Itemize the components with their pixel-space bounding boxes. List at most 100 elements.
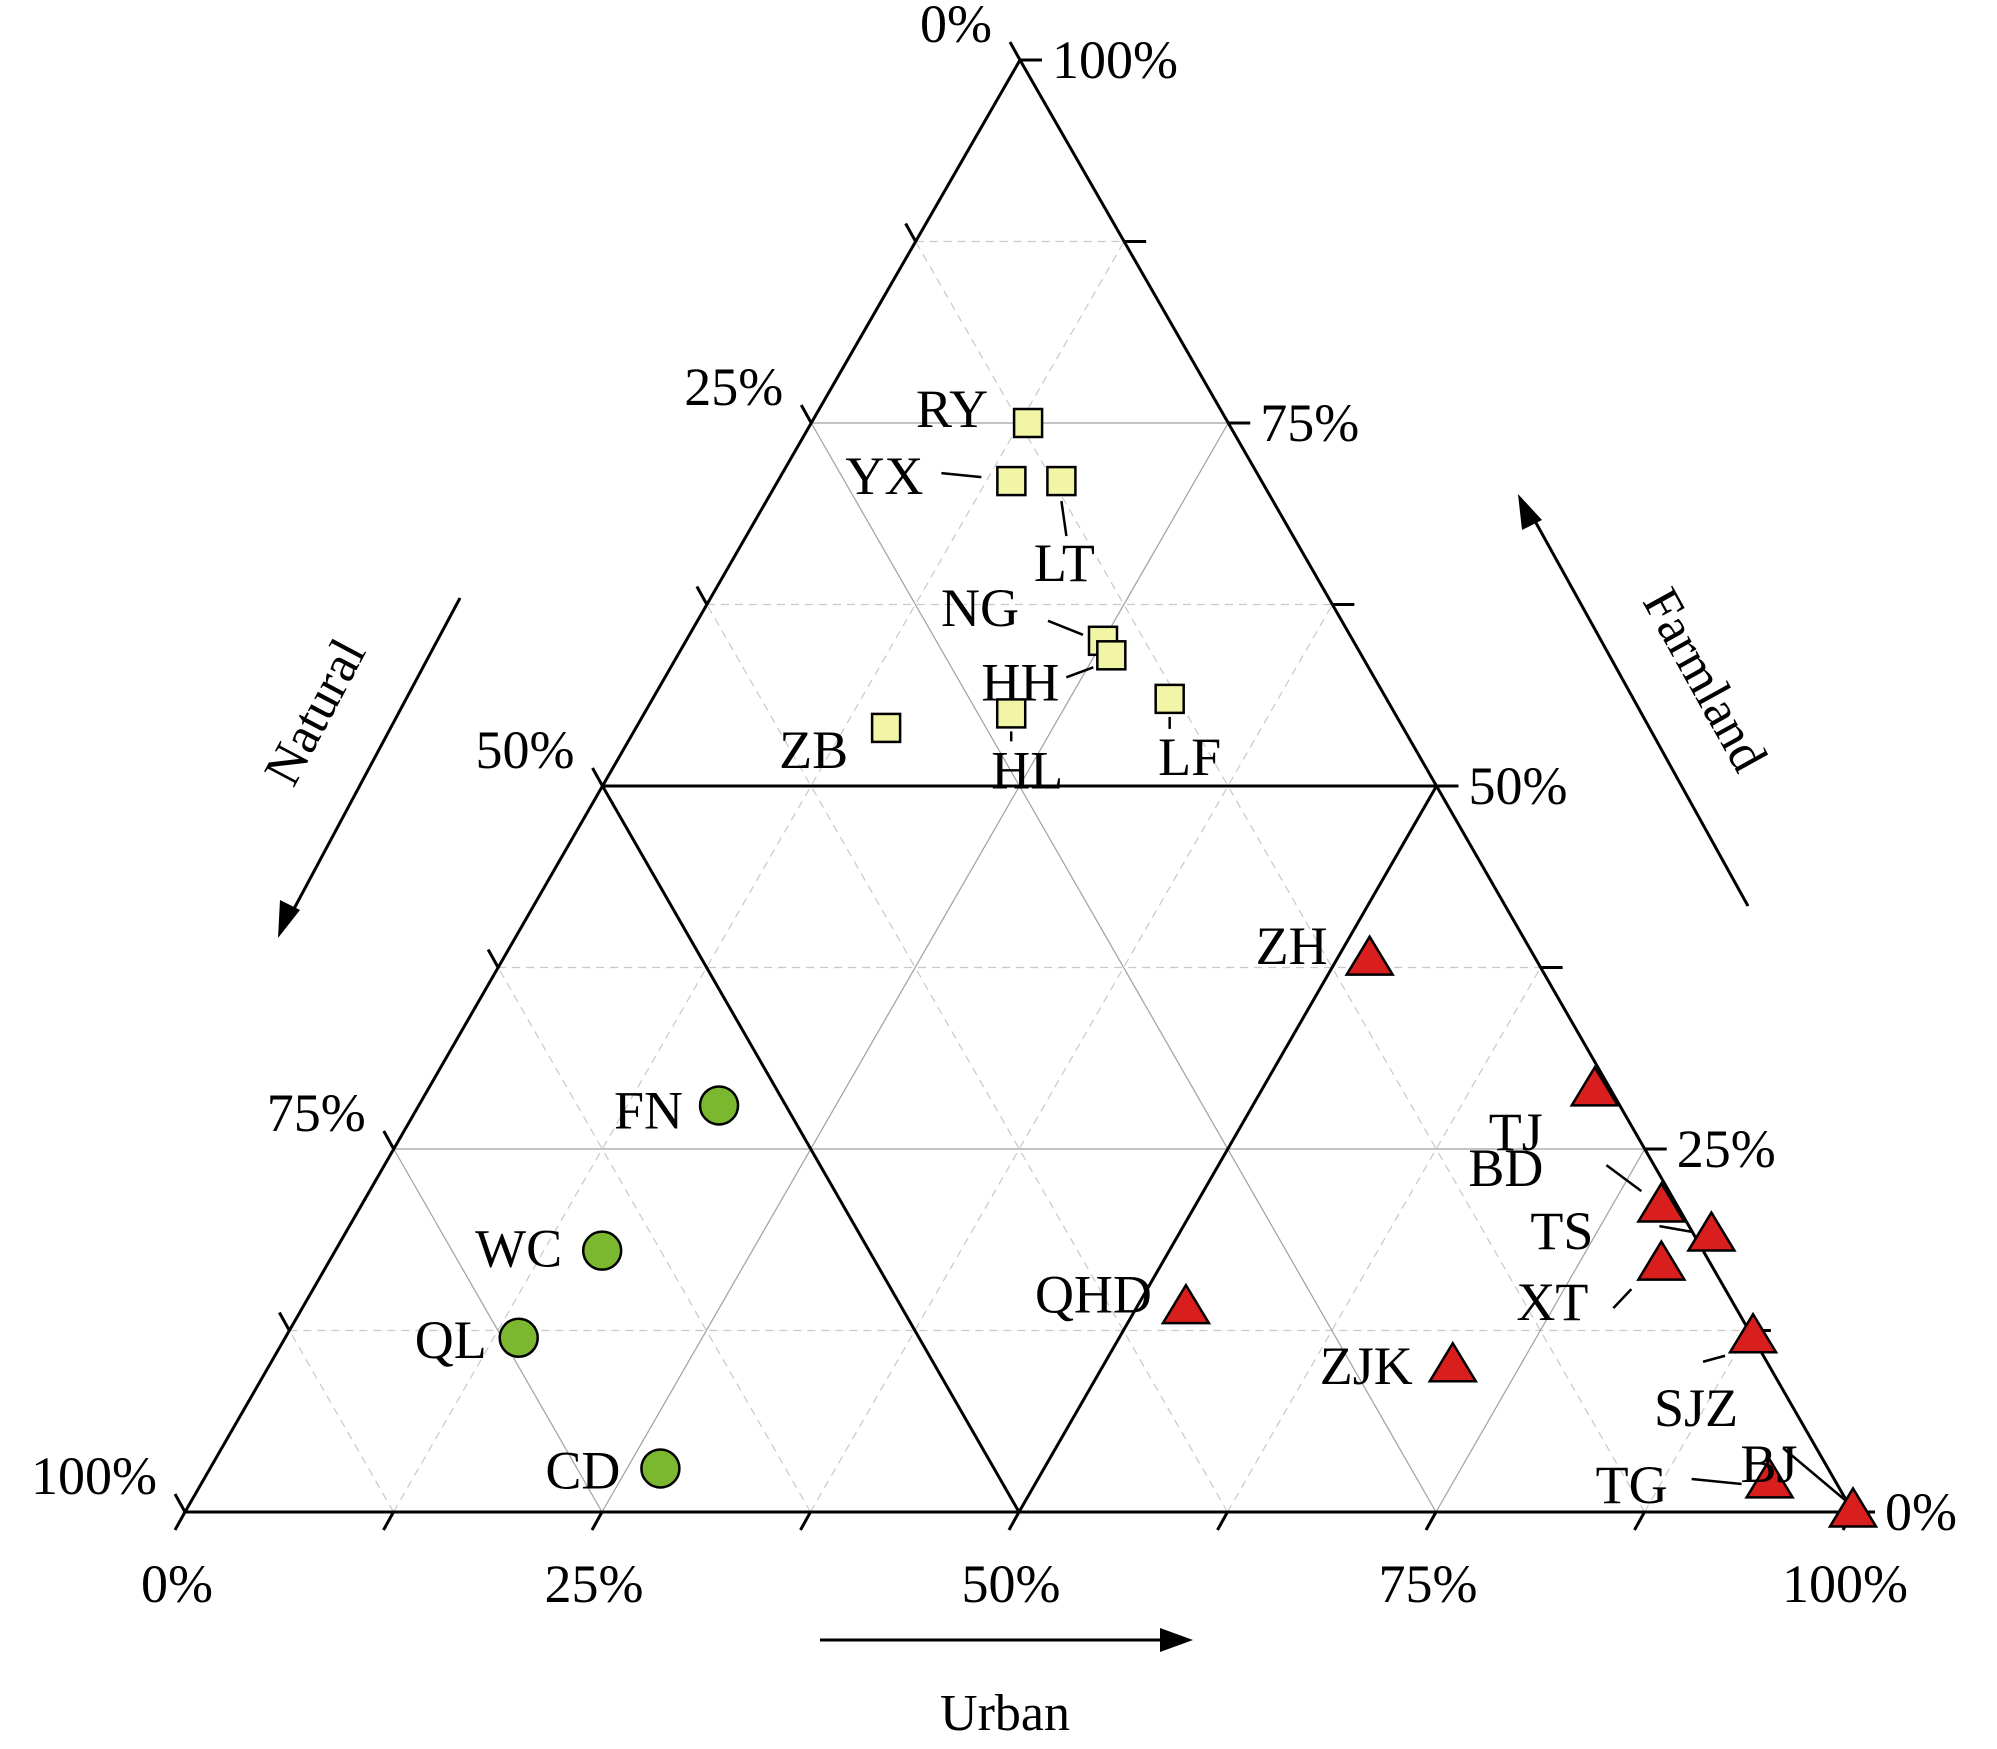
point-lf — [1154, 683, 1185, 715]
point-hh — [1096, 640, 1127, 671]
label-lf: LF — [1158, 727, 1221, 787]
natural-tick — [382, 1130, 396, 1150]
leader-xt — [1612, 1288, 1633, 1310]
urban-tick — [1216, 1511, 1229, 1531]
leader-tg — [1691, 1477, 1742, 1486]
bold-line-50-urban — [1017, 785, 1438, 1513]
label-ts: TS — [1530, 1201, 1593, 1261]
natural-tick — [278, 1311, 291, 1332]
point-sjz — [1727, 1311, 1779, 1354]
label-sjz: SJZ — [1654, 1378, 1738, 1438]
natural-axis-title: Natural — [254, 630, 378, 794]
point-yx — [996, 465, 1027, 497]
label-ry: RY — [916, 379, 988, 439]
point-xt — [1636, 1239, 1687, 1281]
leader-hh — [1065, 666, 1094, 679]
label-bj: BJ — [1740, 1434, 1797, 1494]
label-lt: LT — [1034, 533, 1095, 593]
grid-line-urban — [1643, 1330, 1750, 1513]
grid-line-natural — [810, 422, 1437, 1513]
label-hl: HL — [991, 740, 1063, 800]
urban-tick — [173, 1511, 187, 1531]
point-fn — [698, 1085, 740, 1126]
point-ql — [498, 1317, 539, 1359]
leader-bd — [1605, 1164, 1643, 1193]
bold-line-50-natural — [601, 785, 1021, 1513]
leader-ts — [1659, 1224, 1694, 1234]
grid-line-natural — [706, 604, 1229, 1513]
point-wc — [581, 1230, 623, 1271]
natural-arrow — [286, 597, 462, 921]
urban-tick — [799, 1511, 812, 1531]
grid-line-urban — [392, 241, 1125, 1513]
leader-lines — [941, 471, 1846, 1501]
natural-tick — [1008, 41, 1022, 61]
natural-tick — [173, 1493, 187, 1513]
natural-tick — [904, 222, 917, 243]
urban-tick-label-100: 100% — [1782, 1554, 1908, 1614]
urban-tick-label-25: 25% — [545, 1554, 644, 1614]
label-fn: FN — [614, 1080, 683, 1140]
point-tg — [1744, 1456, 1795, 1499]
leader-yx — [941, 471, 982, 479]
point-ts — [1686, 1210, 1737, 1252]
urban-axis-title: Urban — [940, 1685, 1070, 1742]
point-cd — [640, 1448, 681, 1489]
natural-tick — [486, 948, 500, 969]
label-qhd: QHD — [1035, 1265, 1152, 1325]
urban-arrow-head — [1160, 1628, 1193, 1652]
label-tg: TG — [1596, 1455, 1668, 1515]
farmland-arrow — [1528, 511, 1750, 907]
grid-line-natural — [497, 967, 812, 1513]
point-zh — [1344, 934, 1395, 976]
natural-tick-label-25: 25% — [684, 357, 783, 417]
urban-tick — [382, 1511, 395, 1531]
farmland-tick-label-50: 50% — [1469, 756, 1568, 816]
point-lt — [1046, 465, 1077, 497]
farmland-arrow-head — [1518, 494, 1542, 530]
label-tj: TJ — [1489, 1102, 1543, 1162]
label-yx: YX — [845, 446, 923, 506]
label-zb: ZB — [779, 720, 848, 780]
point-qhd — [1160, 1282, 1212, 1325]
farmland-tick-label-75: 75% — [1260, 393, 1359, 453]
point-bj — [1827, 1486, 1879, 1528]
grid-line-urban — [601, 422, 1229, 1513]
urban-tick — [1007, 1511, 1021, 1531]
natural-tick-label-75: 75% — [267, 1083, 366, 1143]
label-ql: QL — [415, 1310, 487, 1370]
farmland-tick-label-25: 25% — [1677, 1119, 1776, 1179]
natural-tick-label-0: 0% — [920, 0, 992, 54]
urban-tick-label-75: 75% — [1379, 1554, 1478, 1614]
farmland-tick-label-100: 100% — [1052, 30, 1178, 90]
points-layer — [498, 407, 1879, 1528]
farmland-tick-label-0: 0% — [1885, 1482, 1957, 1542]
point-zjk — [1427, 1340, 1478, 1383]
natural-tick — [799, 404, 813, 424]
label-xt: XT — [1516, 1272, 1588, 1332]
grid-line-urban — [809, 604, 1333, 1513]
farmland-axis-title: Farmland — [1631, 579, 1777, 781]
natural-tick-label-50: 50% — [476, 720, 575, 780]
leader-bj — [1782, 1447, 1846, 1501]
grid-line-urban — [1435, 1148, 1646, 1513]
urban-tick — [1424, 1511, 1438, 1531]
urban-tick — [1633, 1511, 1646, 1531]
natural-tick — [695, 585, 709, 606]
urban-tick-label-0: 0% — [141, 1554, 213, 1614]
label-ng: NG — [941, 578, 1019, 638]
point-zb — [870, 712, 902, 744]
natural-tick-label-100: 100% — [31, 1446, 157, 1506]
grid-line-urban — [1226, 967, 1542, 1513]
label-bd: BD — [1468, 1138, 1543, 1198]
leader-sjz — [1702, 1354, 1726, 1363]
point-ry — [1012, 407, 1044, 439]
urban-tick-label-50: 50% — [962, 1554, 1061, 1614]
grid-line-natural — [288, 1330, 395, 1513]
label-zjk: ZJK — [1320, 1336, 1413, 1396]
point-bd — [1636, 1181, 1687, 1223]
label-zh: ZH — [1256, 916, 1328, 976]
